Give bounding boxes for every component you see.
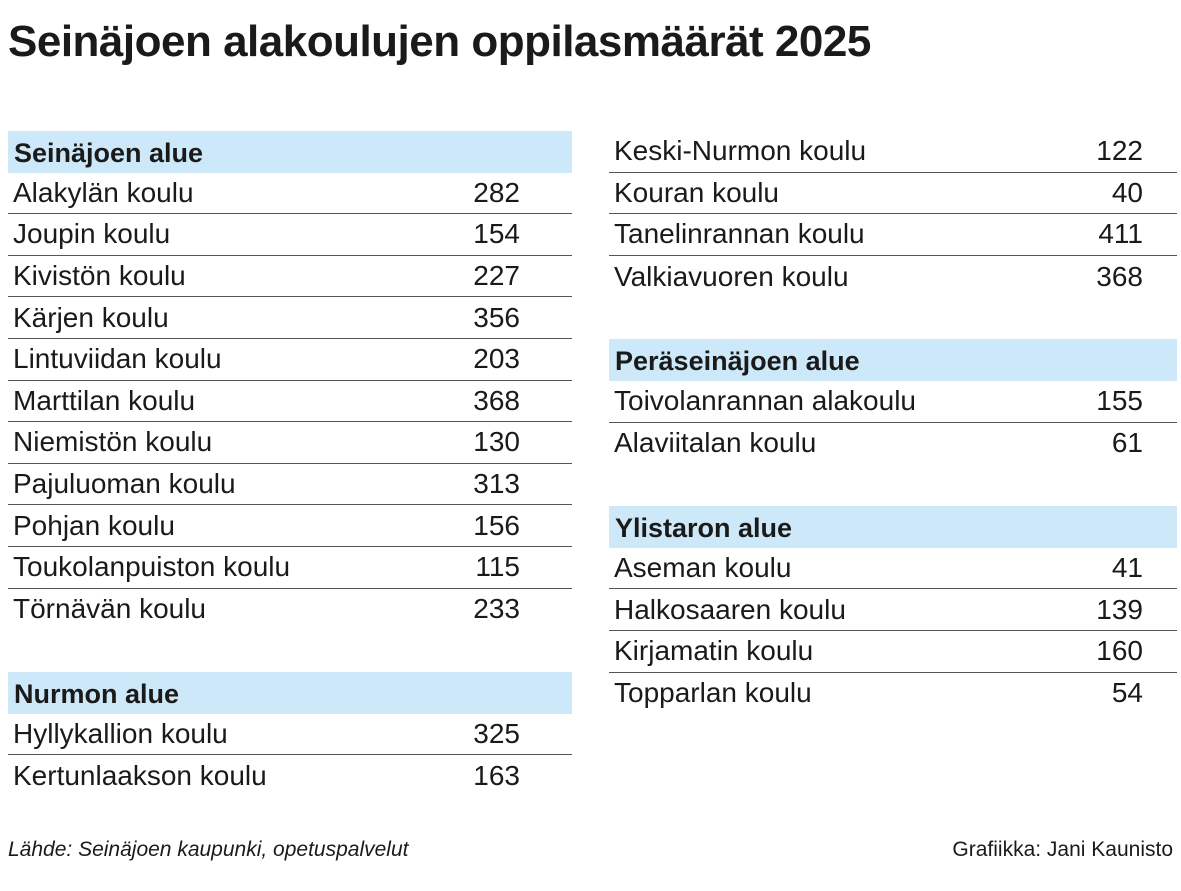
school-name: Toukolanpuiston koulu bbox=[13, 551, 291, 583]
table-row: Hyllykallion koulu 325 bbox=[8, 714, 572, 756]
section-header: Seinäjoen alue bbox=[8, 131, 572, 173]
student-count: 203 bbox=[473, 343, 520, 375]
school-name: Lintuviidan koulu bbox=[13, 343, 222, 375]
school-name: Aseman koulu bbox=[614, 552, 792, 584]
school-name: Marttilan koulu bbox=[13, 384, 196, 416]
student-count: 54 bbox=[1111, 677, 1143, 709]
school-name: Kivistön koulu bbox=[13, 260, 186, 292]
page-title: Seinäjoen alakoulujen oppilasmäärät 2025 bbox=[8, 17, 871, 66]
school-name: Halkosaaren koulu bbox=[614, 593, 846, 625]
school-name: Keski-Nurmon koulu bbox=[614, 135, 867, 167]
student-count: 156 bbox=[473, 509, 520, 541]
student-count: 130 bbox=[473, 426, 520, 458]
school-name: Valkiavuoren koulu bbox=[614, 260, 849, 292]
student-count: 155 bbox=[1096, 385, 1143, 417]
school-name: Toivolanrannan alakoulu bbox=[614, 385, 916, 417]
section-seinajoki: Seinäjoen alue Alakylän koulu 282 Joupin … bbox=[8, 131, 572, 630]
student-count: 227 bbox=[473, 260, 520, 292]
student-count: 40 bbox=[1111, 176, 1143, 208]
school-name: Topparlan koulu bbox=[614, 677, 812, 709]
school-name: Pajuluoman koulu bbox=[13, 468, 236, 500]
student-count: 115 bbox=[475, 551, 520, 583]
student-count: 313 bbox=[473, 468, 520, 500]
school-name: Hyllykallion koulu bbox=[13, 718, 228, 750]
school-list: Hyllykallion koulu 325 Kertunlaakson koul… bbox=[8, 714, 572, 797]
table-row: Toivolanrannan alakoulu 155 bbox=[609, 381, 1177, 423]
table-row: Valkiavuoren koulu 368 bbox=[609, 256, 1177, 298]
student-count: 411 bbox=[1098, 218, 1143, 250]
section-ylistaro: Ylistaron alue Aseman koulu 41 Halkosaare… bbox=[609, 506, 1177, 714]
table-row: Tanelinrannan koulu 411 bbox=[609, 214, 1177, 256]
table-row: Toukolanpuiston koulu 115 bbox=[8, 547, 572, 589]
school-list: Aseman koulu 41 Halkosaaren koulu 139 Kirj… bbox=[609, 548, 1177, 714]
school-list: Keski-Nurmon koulu 122 Kouran koulu 40 Tan… bbox=[609, 131, 1177, 297]
student-count: 368 bbox=[473, 384, 520, 416]
section-nurmo: Nurmon alue Hyllykallion koulu 325 Kertun… bbox=[8, 672, 572, 797]
table-row: Alaviitalan koulu 61 bbox=[609, 423, 1177, 465]
section-header: Ylistaron alue bbox=[609, 506, 1177, 548]
table-row: Kivistön koulu 227 bbox=[8, 256, 572, 298]
school-name: Alakylän koulu bbox=[13, 176, 194, 208]
school-name: Kirjamatin koulu bbox=[614, 635, 814, 667]
section-nurmo-continued: Keski-Nurmon koulu 122 Kouran koulu 40 Tan… bbox=[609, 131, 1177, 297]
student-count: 282 bbox=[473, 176, 520, 208]
student-count: 368 bbox=[1096, 260, 1143, 292]
table-row: Topparlan koulu 54 bbox=[609, 673, 1177, 715]
graphic-credit: Grafiikka: Jani Kaunisto bbox=[952, 838, 1173, 861]
section-header: Nurmon alue bbox=[8, 672, 572, 714]
school-name: Kärjen koulu bbox=[13, 301, 169, 333]
section-peraseinajoki: Peräseinäjoen alue Toivolanrannan alakou… bbox=[609, 339, 1177, 464]
table-row: Keski-Nurmon koulu 122 bbox=[609, 131, 1177, 173]
right-column: Keski-Nurmon koulu 122 Kouran koulu 40 Tan… bbox=[609, 131, 1177, 756]
table-row: Törnävän koulu 233 bbox=[8, 589, 572, 631]
table-row: Kirjamatin koulu 160 bbox=[609, 631, 1177, 673]
school-name: Törnävän koulu bbox=[13, 593, 207, 625]
source-note: Lähde: Seinäjoen kaupunki, opetuspalvelu… bbox=[8, 838, 409, 861]
student-count: 154 bbox=[473, 218, 520, 250]
table-row: Kärjen koulu 356 bbox=[8, 297, 572, 339]
student-count: 356 bbox=[473, 301, 520, 333]
school-name: Alaviitalan koulu bbox=[614, 427, 817, 459]
table-row: Pohjan koulu 156 bbox=[8, 505, 572, 547]
school-name: Niemistön koulu bbox=[13, 426, 213, 458]
student-count: 41 bbox=[1111, 552, 1143, 584]
table-row: Lintuviidan koulu 203 bbox=[8, 339, 572, 381]
table-row: Kertunlaakson koulu 163 bbox=[8, 755, 572, 797]
left-column: Seinäjoen alue Alakylän koulu 282 Joupin … bbox=[8, 131, 572, 839]
section-header: Peräseinäjoen alue bbox=[609, 339, 1177, 381]
school-name: Pohjan koulu bbox=[13, 509, 175, 541]
table-row: Kouran koulu 40 bbox=[609, 173, 1177, 215]
school-name: Kouran koulu bbox=[614, 176, 780, 208]
student-count: 160 bbox=[1096, 635, 1143, 667]
school-name: Kertunlaakson koulu bbox=[13, 760, 267, 792]
school-list: Toivolanrannan alakoulu 155 Alaviitalan k… bbox=[609, 381, 1177, 464]
student-count: 233 bbox=[473, 593, 520, 625]
table-row: Halkosaaren koulu 139 bbox=[609, 589, 1177, 631]
school-name: Joupin koulu bbox=[13, 218, 171, 250]
table-row: Alakylän koulu 282 bbox=[8, 173, 572, 215]
student-count: 139 bbox=[1096, 593, 1143, 625]
student-count: 122 bbox=[1096, 135, 1143, 167]
student-count: 325 bbox=[473, 718, 520, 750]
table-row: Aseman koulu 41 bbox=[609, 548, 1177, 590]
table-row: Niemistön koulu 130 bbox=[8, 422, 572, 464]
student-count: 61 bbox=[1111, 427, 1143, 459]
table-row: Marttilan koulu 368 bbox=[8, 381, 572, 423]
school-name: Tanelinrannan koulu bbox=[614, 218, 865, 250]
table-row: Joupin koulu 154 bbox=[8, 214, 572, 256]
school-list: Alakylän koulu 282 Joupin koulu 154 Kivist… bbox=[8, 173, 572, 631]
student-count: 163 bbox=[473, 760, 520, 792]
table-row: Pajuluoman koulu 313 bbox=[8, 464, 572, 506]
